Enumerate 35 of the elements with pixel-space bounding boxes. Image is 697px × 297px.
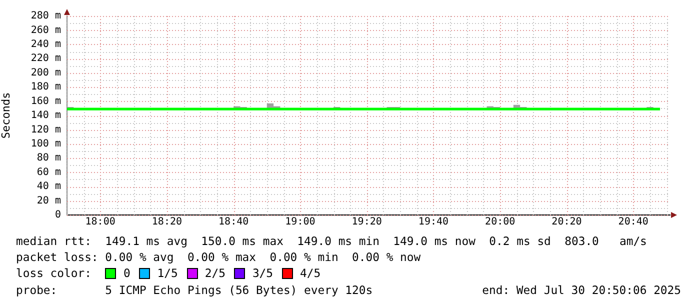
y-tick-label: 240 m <box>30 39 61 50</box>
x-tick-label: 18:00 <box>85 216 116 228</box>
y-axis-title: Seconds <box>0 92 12 139</box>
x-tick-label: 20:40 <box>618 216 648 228</box>
legend-label: 1/5 <box>157 265 178 282</box>
x-tick-label: 20:20 <box>552 216 582 228</box>
legend-label: 0 <box>123 265 130 282</box>
legend-label: 4/5 <box>300 265 321 282</box>
x-tick-label: 19:20 <box>352 216 382 228</box>
text: packet loss: 0.00 % avg 0.00 % max 0.00 % min 0.00 % now <box>16 249 421 266</box>
y-tick-label: 280 m <box>30 10 61 22</box>
y-tick-label: 180 m <box>30 82 61 93</box>
legend-title: loss color: <box>16 265 92 282</box>
y-tick-label: 160 m <box>30 96 61 107</box>
y-tick-label: 140 m <box>30 110 61 122</box>
x-tick-label: 18:20 <box>152 216 182 228</box>
legend-label: 3/5 <box>252 265 274 282</box>
text: median rtt: 149.1 ms avg 150.0 ms max 149.0 ms min 149.0 ms now 0.2 ms sd 803.0 am/s <box>16 233 647 250</box>
x-tick-label: 19:40 <box>418 216 449 228</box>
y-tick-label: 100 m <box>30 138 61 150</box>
y-tick-label: 80 m <box>36 152 61 164</box>
y-tick-label: 0 <box>54 210 61 221</box>
y-tick-label: 200 m <box>30 67 61 78</box>
y-tick-label: 60 m <box>36 166 61 178</box>
y-tick-label: 220 m <box>30 53 61 64</box>
text: end: Wed Jul 30 20:50:06 2025 <box>482 282 681 297</box>
y-tick-label: 260 m <box>30 24 61 36</box>
legend-label: 2/5 <box>204 265 226 282</box>
text: probe: 5 ICMP Echo Pings (56 Bytes) every 120s <box>16 282 373 297</box>
x-tick-label: 20:00 <box>485 216 516 228</box>
x-tick-label: 19:00 <box>285 216 316 228</box>
y-tick-label: 20 m <box>36 195 61 206</box>
y-tick-label: 40 m <box>36 181 61 192</box>
x-tick-label: 18:40 <box>218 216 249 228</box>
y-tick-label: 120 m <box>30 124 61 136</box>
